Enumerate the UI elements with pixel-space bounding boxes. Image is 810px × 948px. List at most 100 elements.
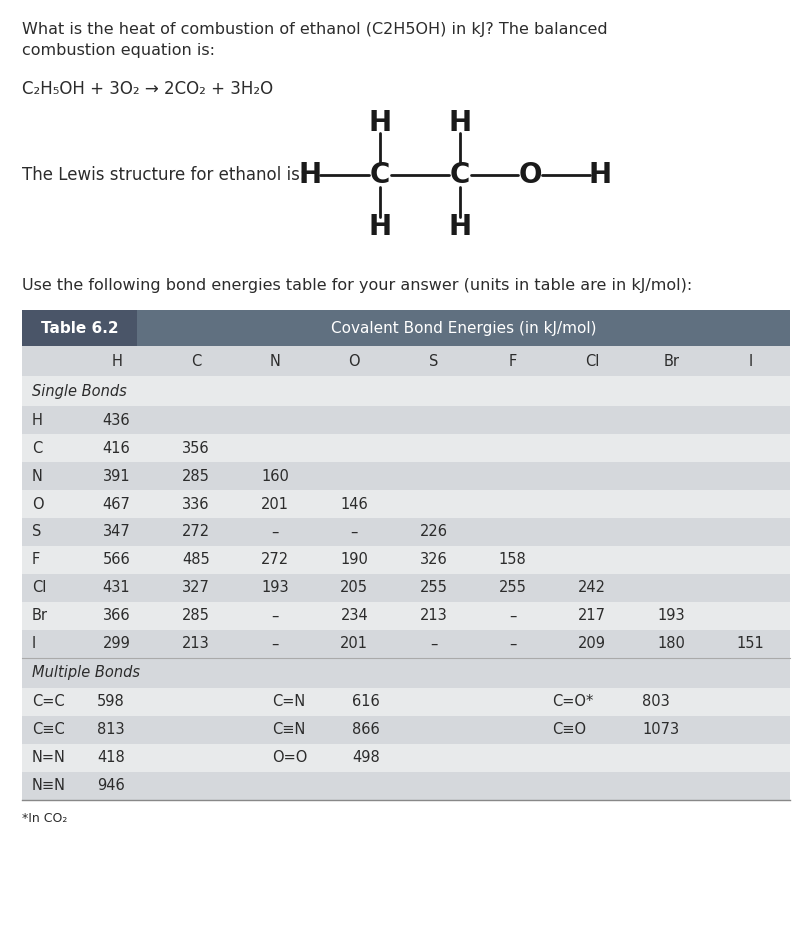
Text: 813: 813 (97, 722, 125, 738)
Text: H: H (298, 161, 322, 189)
Bar (22, 406, 790, 434)
Text: *In CO₂: *In CO₂ (22, 811, 67, 825)
Text: 190: 190 (340, 553, 369, 568)
Text: Covalent Bond Energies (in kJ/mol): Covalent Bond Energies (in kJ/mol) (330, 320, 596, 336)
Bar (22, 310, 137, 346)
Text: 467: 467 (103, 497, 130, 512)
Text: 285: 285 (182, 609, 210, 624)
Text: 416: 416 (103, 441, 130, 455)
Bar (22, 602, 790, 630)
Text: What is the heat of combustion of ethanol (C2H5OH) in kJ? The balanced
combustio: What is the heat of combustion of ethano… (22, 22, 608, 58)
Text: 242: 242 (578, 580, 606, 595)
Text: 485: 485 (182, 553, 210, 568)
Text: 347: 347 (103, 524, 130, 539)
Text: C: C (32, 441, 42, 455)
Bar (22, 574, 790, 602)
Text: 193: 193 (658, 609, 685, 624)
Text: –: – (351, 524, 358, 539)
Text: F: F (32, 553, 40, 568)
Text: 598: 598 (97, 695, 125, 709)
Text: 391: 391 (103, 468, 130, 483)
Text: C=C: C=C (32, 695, 65, 709)
Text: 866: 866 (352, 722, 380, 738)
Text: H: H (588, 161, 612, 189)
Text: N: N (270, 354, 280, 369)
Bar (22, 518, 790, 546)
Text: C₂H₅OH + 3O₂ → 2CO₂ + 3H₂O: C₂H₅OH + 3O₂ → 2CO₂ + 3H₂O (22, 80, 273, 98)
Text: –: – (430, 636, 437, 651)
Text: 436: 436 (103, 412, 130, 428)
Text: C≡N: C≡N (272, 722, 305, 738)
Text: 255: 255 (499, 580, 526, 595)
Text: 151: 151 (736, 636, 765, 651)
Text: 193: 193 (262, 580, 289, 595)
Text: 498: 498 (352, 751, 380, 765)
Text: 272: 272 (261, 553, 289, 568)
Text: C=O*: C=O* (552, 695, 594, 709)
Bar (22, 462, 790, 490)
Bar (22, 716, 790, 744)
Text: 299: 299 (103, 636, 130, 651)
Text: 213: 213 (420, 609, 447, 624)
Text: O: O (32, 497, 44, 512)
Text: 146: 146 (340, 497, 369, 512)
Text: 201: 201 (340, 636, 369, 651)
Text: 326: 326 (420, 553, 447, 568)
Bar (22, 376, 790, 406)
Bar (22, 434, 790, 462)
Text: 418: 418 (97, 751, 125, 765)
Text: S: S (428, 354, 438, 369)
Text: H: H (32, 412, 43, 428)
Text: 272: 272 (181, 524, 210, 539)
Text: H: H (111, 354, 122, 369)
Text: O: O (348, 354, 360, 369)
Text: C=N: C=N (272, 695, 305, 709)
Bar (22, 630, 790, 658)
Bar (22, 346, 790, 376)
Bar (137, 310, 790, 346)
Text: 180: 180 (657, 636, 685, 651)
Text: 209: 209 (578, 636, 606, 651)
Text: 234: 234 (340, 609, 369, 624)
Text: 160: 160 (261, 468, 289, 483)
Text: F: F (509, 354, 517, 369)
Text: N: N (32, 468, 43, 483)
Text: N=N: N=N (32, 751, 66, 765)
Text: C: C (450, 161, 470, 189)
Text: –: – (271, 609, 279, 624)
Text: 566: 566 (103, 553, 130, 568)
Text: 201: 201 (261, 497, 289, 512)
Text: I: I (748, 354, 752, 369)
Text: 255: 255 (420, 580, 447, 595)
Text: 158: 158 (499, 553, 526, 568)
Text: –: – (509, 636, 517, 651)
Text: –: – (509, 609, 517, 624)
Text: C: C (370, 161, 390, 189)
Text: H: H (449, 213, 471, 241)
Text: 431: 431 (103, 580, 130, 595)
Text: 217: 217 (578, 609, 606, 624)
Text: 285: 285 (182, 468, 210, 483)
Text: –: – (271, 636, 279, 651)
Text: Cl: Cl (32, 580, 46, 595)
Text: 336: 336 (182, 497, 210, 512)
Text: 327: 327 (182, 580, 210, 595)
Bar (22, 688, 790, 716)
Text: I: I (32, 636, 36, 651)
Text: 213: 213 (182, 636, 210, 651)
Text: 946: 946 (97, 778, 125, 793)
Text: Multiple Bonds: Multiple Bonds (32, 665, 140, 681)
Text: Br: Br (663, 354, 679, 369)
Text: H: H (449, 109, 471, 137)
Text: 205: 205 (340, 580, 369, 595)
Text: N≡N: N≡N (32, 778, 66, 793)
Text: S: S (32, 524, 41, 539)
Text: 803: 803 (642, 695, 670, 709)
Bar (22, 772, 790, 800)
Text: Cl: Cl (585, 354, 599, 369)
Text: Single Bonds: Single Bonds (32, 384, 126, 398)
Text: H: H (369, 109, 391, 137)
Text: Use the following bond energies table for your answer (units in table are in kJ/: Use the following bond energies table fo… (22, 278, 693, 293)
Text: C: C (190, 354, 201, 369)
Text: 1073: 1073 (642, 722, 679, 738)
